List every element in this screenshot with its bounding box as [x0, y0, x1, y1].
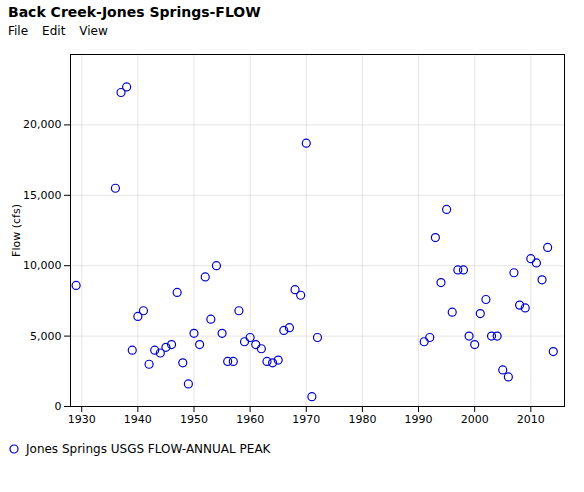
- html-text:Edit: Edit: [42, 24, 66, 38]
- html-text:File: File: [8, 24, 29, 38]
- svg-text:20,000: 20,000: [23, 118, 62, 131]
- html-text:View: View: [79, 24, 108, 38]
- svg-text:1960: 1960: [236, 413, 264, 426]
- svg-text:15,000: 15,000: [23, 189, 62, 202]
- svg-text:1930: 1930: [68, 413, 96, 426]
- svg-text:10,000: 10,000: [23, 259, 62, 272]
- svg-text:1990: 1990: [405, 413, 433, 426]
- svg-text:1970: 1970: [292, 413, 320, 426]
- svg-text:1980: 1980: [348, 413, 376, 426]
- svg-text:1940: 1940: [124, 413, 152, 426]
- svg-text:1950: 1950: [180, 413, 208, 426]
- svg-text:5,000: 5,000: [30, 330, 62, 343]
- svg-text:0: 0: [55, 400, 62, 413]
- html-text:Back Creek-Jones Springs-FLOW: Back Creek-Jones Springs-FLOW: [8, 4, 261, 20]
- svg-text:2010: 2010: [517, 413, 545, 426]
- svg-text:2000: 2000: [461, 413, 489, 426]
- html-text:Jones Springs USGS FLOW-ANNUAL: Jones Springs USGS FLOW-ANNUAL PEAK: [26, 442, 271, 456]
- svg-text:Flow (cfs): Flow (cfs): [10, 204, 23, 257]
